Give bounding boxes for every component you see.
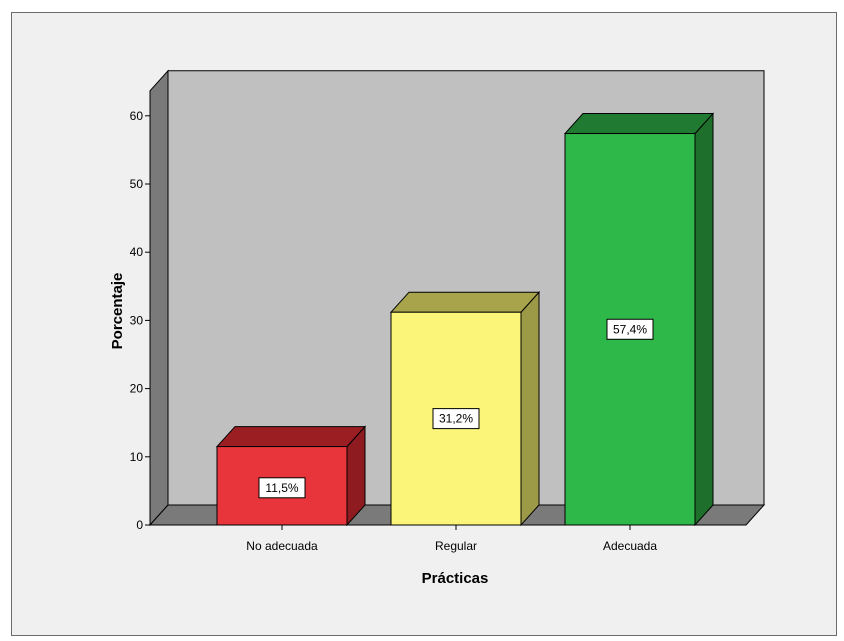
bar-top (215, 426, 367, 448)
bars: 11,5% 31,2% 57,4% (215, 112, 715, 527)
x-axis: No adecuada Regular Adecuada (150, 524, 746, 553)
bar-top (389, 291, 541, 313)
bar-no-adecuada: 11,5% (215, 425, 367, 527)
y-tick-label: 0 (136, 518, 143, 532)
bar-side (694, 112, 714, 527)
x-tick-label: Regular (435, 539, 477, 553)
x-tick-label: No adecuada (246, 539, 318, 553)
x-axis-title: Prácticas (422, 570, 489, 587)
y-tick-label: 50 (130, 177, 144, 191)
y-tick-label: 10 (130, 450, 144, 464)
data-label-box (258, 477, 306, 499)
data-label: 57,4% (613, 322, 647, 336)
bar-side (520, 290, 540, 527)
y-tick-label: 40 (130, 245, 144, 259)
x-tick-label: Adecuada (603, 539, 657, 553)
bar-regular: 31,2% (389, 290, 541, 527)
y-axis-title: Porcentaje (109, 273, 126, 350)
y-tick-label: 60 (130, 109, 144, 123)
bar-adecuada: 57,4% (563, 112, 715, 527)
data-label-box (432, 408, 480, 430)
y-axis: 0 10 20 30 40 50 60 (130, 109, 151, 532)
data-label: 31,2% (439, 412, 473, 426)
data-label: 11,5% (265, 481, 298, 495)
y-tick-label: 20 (130, 382, 144, 396)
data-label-box (606, 318, 654, 340)
y-tick-label: 30 (130, 313, 144, 327)
bar-top (563, 113, 715, 135)
side-wall (149, 69, 169, 527)
